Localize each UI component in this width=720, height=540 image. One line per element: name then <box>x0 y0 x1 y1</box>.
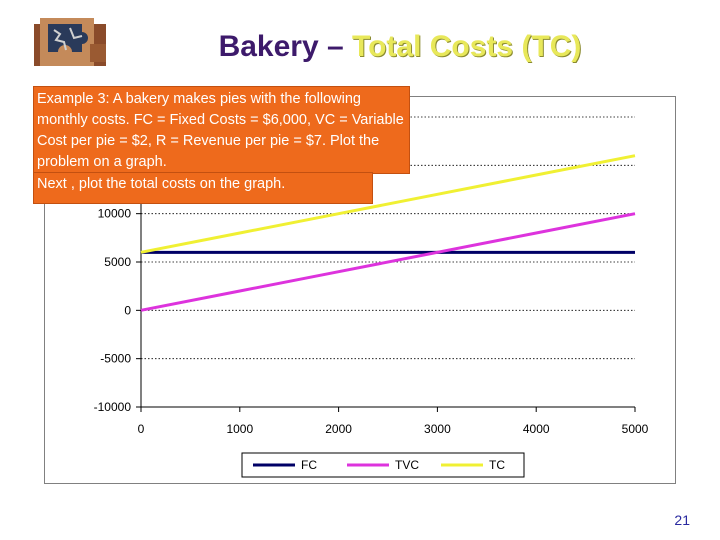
x-tick-label: 4000 <box>523 422 550 436</box>
legend: FC TVC TC <box>241 452 525 478</box>
series-line-tc <box>140 154 636 254</box>
y-tick-label: 5000 <box>104 255 131 269</box>
y-tick-label: -5000 <box>100 352 131 366</box>
chart: -10000-500005000100001500020000010002000… <box>94 110 649 478</box>
x-tick-label: 1000 <box>226 422 253 436</box>
example-text: Example 3: A bakery makes pies with the … <box>37 91 404 170</box>
y-tick-label: 10000 <box>98 207 132 221</box>
legend-label: TC <box>489 458 505 472</box>
title-part-2: Total Costs (TC) <box>352 30 582 63</box>
x-tick-label: 0 <box>138 422 145 436</box>
page-title: Bakery – Total Costs (TC) <box>0 30 720 64</box>
x-tick-label: 3000 <box>424 422 451 436</box>
example-callout: Example 3: A bakery makes pies with the … <box>33 86 410 174</box>
y-tick-label: 0 <box>124 303 131 317</box>
series-line-tvc <box>140 212 636 312</box>
y-tick-label: -10000 <box>94 400 132 414</box>
x-tick-label: 2000 <box>325 422 352 436</box>
title-part-1: Bakery – <box>218 30 352 63</box>
next-step-text: Next , plot the total costs on the graph… <box>37 176 286 192</box>
legend-label: TVC <box>395 458 419 472</box>
next-step-callout: Next , plot the total costs on the graph… <box>33 172 373 204</box>
puzzle-logo-icon <box>30 14 110 74</box>
page-number: 21 <box>674 512 690 528</box>
legend-label: FC <box>301 458 317 472</box>
x-tick-label: 5000 <box>622 422 649 436</box>
